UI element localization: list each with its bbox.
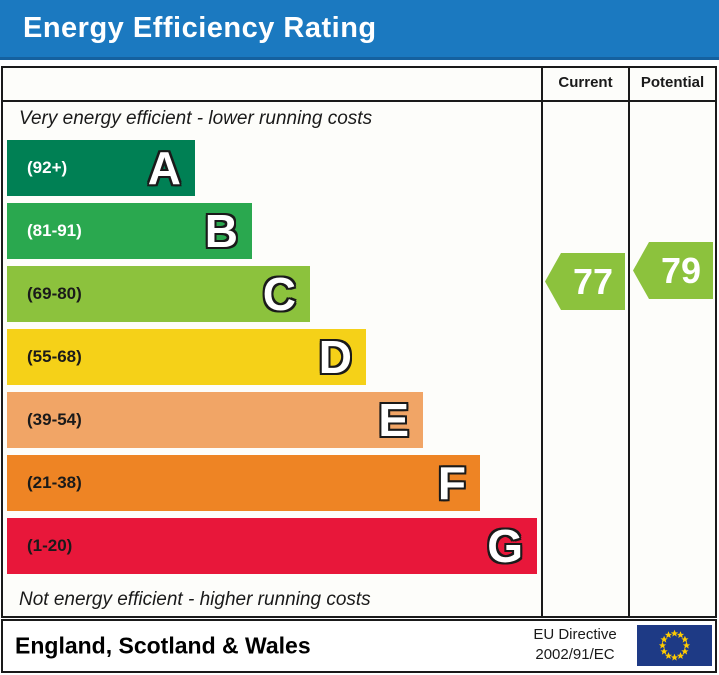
band-b-range-label: (81-91) <box>27 221 82 240</box>
eu-directive-line2: 2002/91/EC <box>535 646 615 663</box>
current-rating-value: 77 <box>572 260 614 302</box>
band-a-range-label: (92+) <box>27 158 68 177</box>
band-f-letter: F <box>437 457 466 509</box>
band-c-letter: C <box>262 268 296 320</box>
band-g-range-label: (1-20) <box>27 536 73 555</box>
footer-bar: England, Scotland & Wales EU Directive 2… <box>1 619 717 673</box>
potential-rating-value: 79 <box>660 249 702 291</box>
band-e-letter: E <box>378 394 409 446</box>
band-f-range-label: (21-38) <box>27 473 82 492</box>
header-row-divider <box>3 100 715 102</box>
band-c-range-label: (69-80) <box>27 284 82 303</box>
band-c-bar: (69-80) C <box>7 266 310 322</box>
potential-rating-arrow: 79 <box>633 242 713 299</box>
current-column-header: Current <box>558 74 613 91</box>
region-label: England, Scotland & Wales <box>15 632 311 659</box>
band-e-bar: (39-54) E <box>7 392 423 448</box>
band-d-letter: D <box>318 331 352 383</box>
eu-directive-label: EU Directive 2002/91/EC <box>521 625 629 665</box>
band-b-bar: (81-91) B <box>7 203 252 259</box>
band-a-letter: A <box>147 142 181 194</box>
band-d-bar: (55-68) D <box>7 329 366 385</box>
potential-column-header: Potential <box>640 74 705 91</box>
page-title: Energy Efficiency Rating <box>23 12 377 44</box>
band-a-bar: (92+) A <box>7 140 195 196</box>
band-f-bar: (21-38) F <box>7 455 480 511</box>
eu-flag-icon <box>637 625 712 666</box>
band-e-range-label: (39-54) <box>27 410 82 429</box>
top-caption: Very energy efficient - lower running co… <box>19 108 373 129</box>
eu-directive-line1: EU Directive <box>533 626 617 643</box>
chart-header: Energy Efficiency Rating <box>0 0 719 60</box>
band-g-bar: (1-20) G <box>7 518 537 574</box>
rating-panel: Current Potential Very energy efficient … <box>1 66 717 618</box>
current-rating-arrow: 77 <box>545 253 625 310</box>
column-divider-current <box>541 68 543 616</box>
band-b-letter: B <box>204 205 238 257</box>
bottom-caption: Not energy efficient - higher running co… <box>19 589 371 610</box>
column-divider-potential <box>628 68 630 616</box>
band-g-letter: G <box>487 520 523 572</box>
band-d-range-label: (55-68) <box>27 347 82 366</box>
